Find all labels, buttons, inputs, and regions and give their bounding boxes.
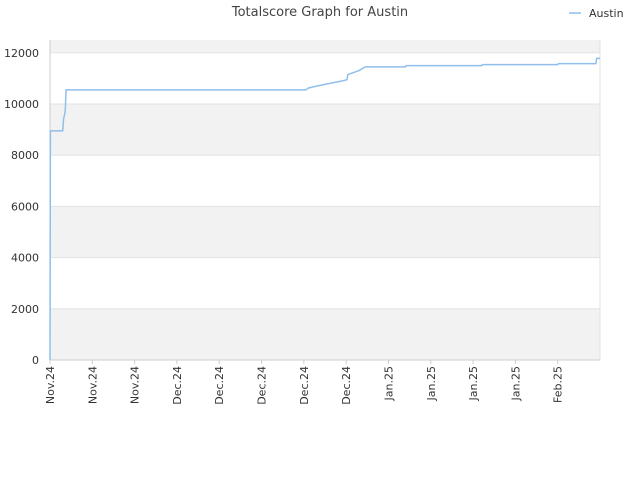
grid-band (50, 257, 600, 309)
y-axis-ticks: 0 2000 4000 6000 8000 10000 12000 (4, 47, 39, 367)
x-tick-label: Nov.24 (44, 366, 57, 404)
legend-label-austin: Austin (589, 7, 624, 20)
grid-band (50, 104, 600, 156)
gridlines (50, 52, 600, 361)
x-tick-label: Dec.24 (256, 366, 269, 405)
chart-title: Totalscore Graph for Austin (231, 5, 408, 20)
x-tick-label: Dec.24 (298, 366, 311, 405)
x-tick-label: Dec.24 (171, 366, 184, 405)
grid-band (50, 40, 600, 53)
y-tick-label: 10000 (4, 98, 39, 111)
y-tick-label: 6000 (11, 200, 39, 213)
y-tick-label: 4000 (11, 252, 39, 265)
y-tick-label: 0 (32, 354, 39, 367)
x-tick-label: Dec.24 (213, 366, 226, 405)
x-axis-ticks: Nov.24 Nov.24 Nov.24 Dec.24 Dec.24 Dec.24 Dec.… (44, 360, 565, 405)
legend[interactable]: Austin (569, 7, 624, 20)
x-tick-label: Jan.25 (425, 366, 438, 401)
x-tick-label: Nov.24 (86, 366, 99, 404)
series-layer (49, 57, 600, 361)
x-tick-label: Nov.24 (129, 366, 142, 404)
y-tick-label: 2000 (11, 303, 39, 316)
x-tick-label: Jan.25 (382, 366, 395, 401)
grid-band (50, 308, 600, 360)
y-tick-label: 8000 (11, 149, 39, 162)
x-tick-label: Feb.25 (552, 366, 565, 403)
grid-band (50, 155, 600, 207)
x-tick-label: Jan.25 (509, 366, 522, 401)
grid-band (50, 206, 600, 258)
series-line-austin[interactable] (49, 57, 600, 361)
grid-band (50, 52, 600, 104)
x-tick-label: Jan.25 (467, 366, 480, 401)
y-tick-label: 12000 (4, 47, 39, 60)
x-tick-label: Dec.24 (340, 366, 353, 405)
grid-bands (50, 40, 600, 360)
